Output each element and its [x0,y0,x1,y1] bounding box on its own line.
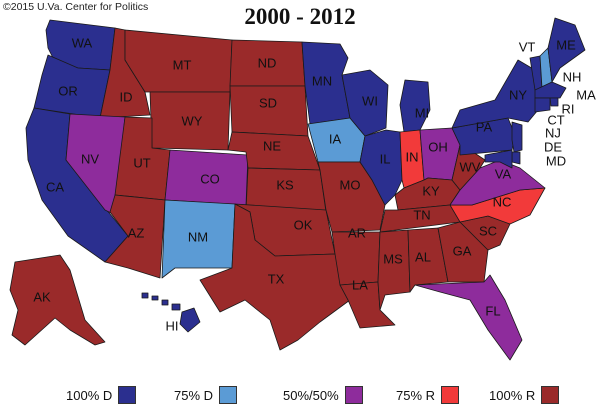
state-labels: WA OR CA ID NV MT WY UT AZ CO NM ND SD N… [33,35,596,333]
legend: 100% D 75% D 50%/50% 75% R 100% R [0,384,600,406]
label-nv: NV [81,151,99,166]
label-nc: NC [493,194,512,209]
legend-label-r100: 100% R [489,387,536,403]
label-mt: MT [173,57,192,72]
legend-label-d75: 75% D [174,387,214,403]
label-mn: MN [312,73,332,88]
label-tx: TX [268,271,285,286]
label-wy: WY [182,113,203,128]
label-ar: AR [348,225,366,240]
state-al [407,227,449,293]
label-ga: GA [453,243,472,258]
state-ct [534,97,551,113]
legend-swatch-r100 [541,386,560,404]
legend-item-d75: 75% D [174,384,238,406]
label-ny: NY [509,87,527,102]
label-sc: SC [479,223,497,238]
label-nm: NM [188,229,208,244]
label-wv: WV [460,159,481,174]
label-nj: NJ [545,125,561,140]
state-tx [199,203,351,351]
state-ri [549,97,559,107]
legend-swatch-d100 [118,386,137,404]
legend-item-r75: 75% R [396,384,460,406]
credit-text: ©2015 U.Va. Center for Politics [3,1,149,13]
label-mo: MO [340,177,361,192]
label-nd: ND [258,55,277,70]
legend-swatch-split [344,386,363,404]
label-ks: KS [276,177,294,192]
label-ma: MA [576,87,596,102]
state-fl [414,274,523,361]
state-nj [511,121,523,153]
legend-label-d100: 100% D [66,387,113,403]
legend-swatch-r75 [441,386,460,404]
label-tn: TN [413,207,430,222]
label-ca: CA [46,179,64,194]
label-ia: IA [329,131,342,146]
label-ct: CT [547,112,564,127]
legend-swatch-d75 [219,386,238,404]
label-fl: FL [485,303,500,318]
label-pa: PA [476,119,493,134]
label-or: OR [58,83,78,98]
state-hi [141,292,201,333]
label-wi: WI [362,93,378,108]
label-sd: SD [259,95,277,110]
state-md [484,149,513,169]
legend-label-split: 50%/50% [283,387,339,403]
label-wa: WA [72,35,93,50]
state-de [511,151,521,165]
map-title: 2000 - 2012 [244,4,356,29]
label-me: ME [556,37,576,52]
label-ut: UT [133,155,150,170]
label-ms: MS [383,251,403,266]
label-id: ID [120,89,133,104]
label-de: DE [544,139,562,154]
label-ak: AK [33,289,51,304]
label-ne: NE [263,138,281,153]
label-la: LA [352,277,368,292]
label-az: AZ [128,225,145,240]
label-al: AL [415,249,431,264]
label-ky: KY [422,183,440,198]
state-ga [437,221,489,283]
label-ok: OK [294,217,313,232]
legend-label-r75: 75% R [396,387,436,403]
state-sd [229,85,309,137]
state-nm [161,199,236,279]
state-ms [377,229,411,311]
label-hi: HI [166,318,179,333]
state-wi [341,69,389,137]
legend-item-split: 50%/50% [283,384,363,406]
label-mi: MI [415,105,429,120]
label-in: IN [406,149,419,164]
label-nh: NH [563,69,582,84]
label-vt: VT [519,39,536,54]
label-ri: RI [562,101,575,116]
state-ma [534,81,567,99]
state-va [449,159,546,206]
label-il: IL [380,151,391,166]
label-co: CO [200,171,220,186]
legend-item-r100: 100% R [489,384,560,406]
label-md: MD [546,153,566,168]
label-oh: OH [428,139,448,154]
state-ak [9,254,106,346]
label-va: VA [495,166,512,181]
legend-item-d100: 100% D [66,384,137,406]
